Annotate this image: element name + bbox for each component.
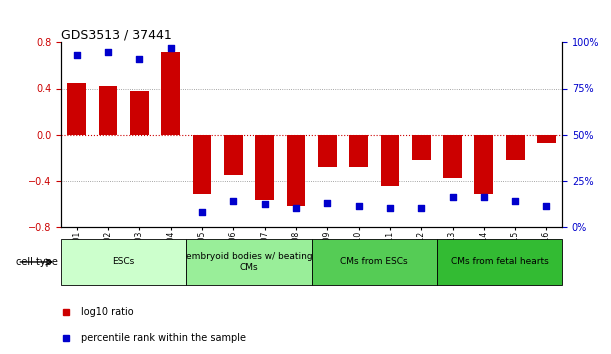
Bar [192,135,211,194]
Point [72,52,82,58]
Bar [537,135,556,143]
Point [197,209,207,215]
Bar [287,135,306,206]
Bar [255,135,274,200]
Point [416,205,426,211]
Point [323,200,332,205]
Point [541,204,551,209]
Point [260,202,269,207]
Bar [61,239,186,285]
Text: cell type: cell type [16,257,58,267]
Text: CMs from fetal hearts: CMs from fetal hearts [451,257,548,267]
Text: embryoid bodies w/ beating
CMs: embryoid bodies w/ beating CMs [186,252,312,272]
Bar [443,135,462,178]
Point [166,45,175,51]
Bar [318,135,337,167]
Point [448,194,458,200]
Bar [67,83,86,135]
Point [134,56,144,62]
Bar [312,239,437,285]
Point [229,198,238,204]
Point [354,204,364,209]
Bar [224,135,243,175]
Bar [475,135,493,194]
Point [479,194,489,200]
Text: GDS3513 / 37441: GDS3513 / 37441 [61,28,172,41]
Text: CMs from ESCs: CMs from ESCs [340,257,408,267]
Bar [130,91,149,135]
Point [385,205,395,211]
Bar [349,135,368,167]
Bar [186,239,312,285]
Bar [99,86,117,135]
Bar [437,239,562,285]
Point [510,198,520,204]
Bar [506,135,524,160]
Point [103,49,113,55]
Text: percentile rank within the sample: percentile rank within the sample [81,333,246,343]
Bar [412,135,431,160]
Text: log10 ratio: log10 ratio [81,307,134,318]
Bar [381,135,400,186]
Bar [161,52,180,135]
Text: ESCs: ESCs [112,257,135,267]
Point [291,205,301,211]
